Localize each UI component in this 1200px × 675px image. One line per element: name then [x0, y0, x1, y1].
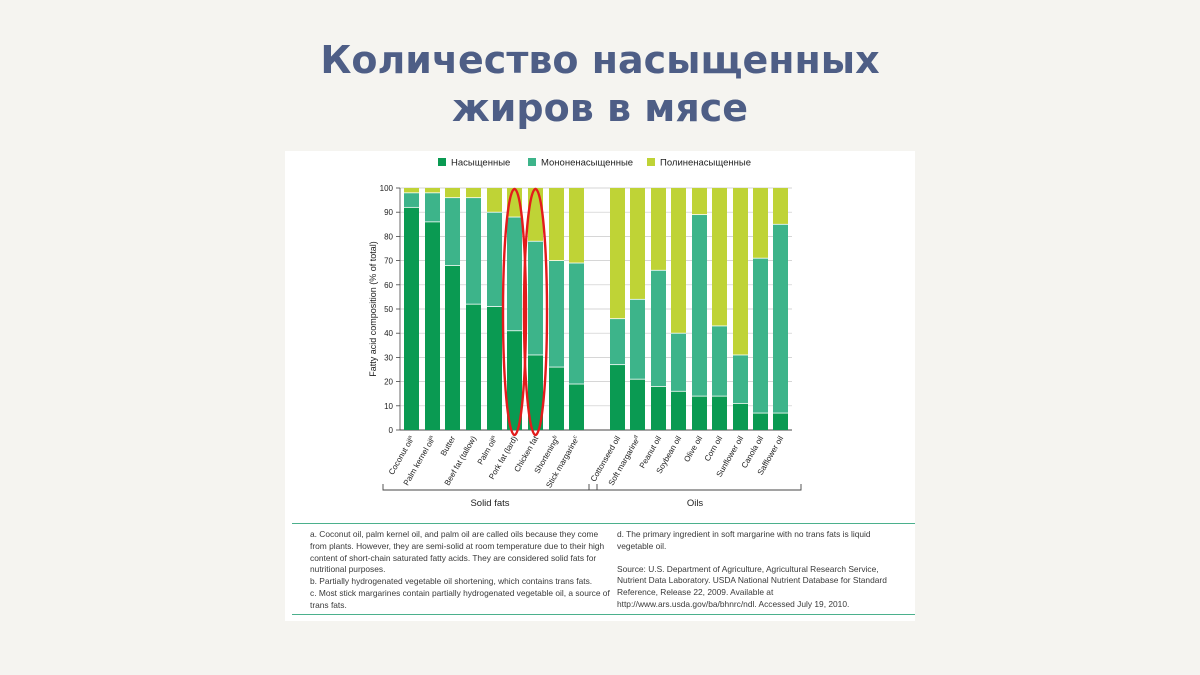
- y-tick-label: 50: [384, 305, 393, 314]
- bar-2-1: [404, 192, 419, 208]
- bar-3-13: [671, 188, 686, 334]
- y-axis-label: Fatty acid composition (% of total): [368, 241, 378, 377]
- y-tick-label: 40: [384, 329, 393, 338]
- bar-3-8: [549, 188, 564, 261]
- y-tick-label: 0: [389, 426, 394, 435]
- bar-1-11: [630, 379, 645, 430]
- group-bracket-2: [588, 484, 802, 491]
- x-tick-label: Olive oil: [682, 434, 704, 463]
- bar-3-10: [610, 188, 625, 319]
- legend-swatch-3: [647, 158, 655, 166]
- bar-2-18: [773, 224, 788, 414]
- bar-2-12: [651, 270, 666, 387]
- bar-2-3: [445, 197, 460, 266]
- footnotes-bottom-rule: [292, 614, 915, 615]
- bar-3-12: [651, 188, 666, 271]
- footnote-a: a. Coconut oil, palm kernel oil, and pal…: [310, 529, 605, 575]
- x-tick-label: Butter: [439, 434, 458, 457]
- footnote-spacer: [617, 553, 909, 564]
- legend-swatch-1: [438, 158, 446, 166]
- bar-2-16: [733, 354, 748, 404]
- bar-2-4: [466, 197, 481, 305]
- bar-3-9: [569, 188, 584, 264]
- legend-label-3: Полиненасыщенные: [660, 158, 751, 169]
- bar-3-1: [404, 188, 419, 193]
- bar-1-4: [466, 304, 481, 430]
- y-tick-label: 70: [384, 257, 393, 266]
- bar-1-12: [651, 386, 666, 430]
- y-tick-label: 100: [380, 184, 394, 193]
- y-tick-label: 90: [384, 208, 393, 217]
- slide-title-line-1: Количество насыщенных: [320, 38, 880, 82]
- footnotes-left: a. Coconut oil, palm kernel oil, and pal…: [310, 529, 610, 612]
- bar-3-14: [692, 188, 707, 215]
- bar-1-6: [507, 330, 522, 430]
- bar-2-17: [753, 258, 768, 414]
- group-bracket-1: [382, 484, 598, 491]
- bar-2-5: [487, 212, 502, 307]
- footnote-d: d. The primary ingredient in soft margar…: [617, 529, 871, 551]
- bar-2-15: [712, 325, 727, 397]
- bar-2-13: [671, 333, 686, 392]
- bar-2-7: [528, 241, 543, 355]
- bar-1-15: [712, 396, 727, 430]
- bar-1-8: [549, 367, 564, 430]
- bar-3-4: [466, 188, 481, 198]
- bar-1-5: [487, 306, 502, 430]
- bar-3-7: [528, 188, 543, 242]
- bar-2-10: [610, 318, 625, 365]
- legend-label-2: Мононенасыщенные: [541, 158, 633, 169]
- source-note: Source: U.S. Department of Agriculture, …: [617, 563, 887, 609]
- fatty-acid-chart: Насыщенные Мононенасыщенные Полиненасыщенн…: [368, 158, 802, 509]
- footnotes: a. Coconut oil, palm kernel oil, and pal…: [285, 523, 915, 621]
- bar-3-11: [630, 188, 645, 300]
- group-label-1: Solid fats: [470, 498, 509, 509]
- bar-2-14: [692, 214, 707, 397]
- bar-3-17: [753, 188, 768, 259]
- highlight-ellipse: [501, 187, 528, 437]
- slide-title: Количество насыщенных жиров в мясе: [0, 36, 1200, 132]
- y-tick-label: 60: [384, 281, 393, 290]
- bar-1-3: [445, 265, 460, 430]
- bar-3-5: [487, 188, 502, 213]
- bar-1-2: [425, 221, 440, 430]
- bar-1-13: [671, 391, 686, 430]
- slide-title-line-2: жиров в мясе: [451, 86, 749, 130]
- x-tick-label: Corn oil: [703, 434, 725, 463]
- bar-2-8: [549, 260, 564, 368]
- y-tick-label: 30: [384, 353, 393, 362]
- y-tick-label: 10: [384, 402, 393, 411]
- bar-1-14: [692, 396, 707, 430]
- bar-3-18: [773, 188, 788, 225]
- bar-3-2: [425, 188, 440, 193]
- footnotes-top-rule: [292, 523, 915, 524]
- bar-3-16: [733, 188, 748, 355]
- bar-2-6: [507, 217, 522, 331]
- footnotes-right: d. The primary ingredient in soft margar…: [617, 529, 909, 611]
- legend-label-1: Насыщенные: [451, 158, 510, 169]
- bar-1-1: [404, 207, 419, 430]
- footnote-b: b. Partially hydrogenated vegetable oil …: [310, 576, 593, 587]
- legend-swatch-2: [528, 158, 536, 166]
- bar-1-9: [569, 384, 584, 430]
- bar-3-3: [445, 188, 460, 198]
- bar-1-7: [528, 354, 543, 430]
- highlight-ellipse: [522, 187, 549, 437]
- figure-panel: Насыщенные Мононенасыщенные Полиненасыщенн…: [285, 151, 915, 621]
- bar-1-17: [753, 413, 768, 430]
- bar-1-18: [773, 413, 788, 430]
- bar-3-15: [712, 188, 727, 326]
- y-tick-label: 80: [384, 232, 393, 241]
- bar-2-2: [425, 192, 440, 222]
- bar-2-11: [630, 299, 645, 380]
- y-tick-label: 20: [384, 378, 393, 387]
- footnote-c: c. Most stick margarines contain partial…: [310, 587, 610, 610]
- bar-1-16: [733, 403, 748, 430]
- bar-2-9: [569, 263, 584, 385]
- group-label-2: Oils: [687, 498, 704, 509]
- bar-1-10: [610, 364, 625, 430]
